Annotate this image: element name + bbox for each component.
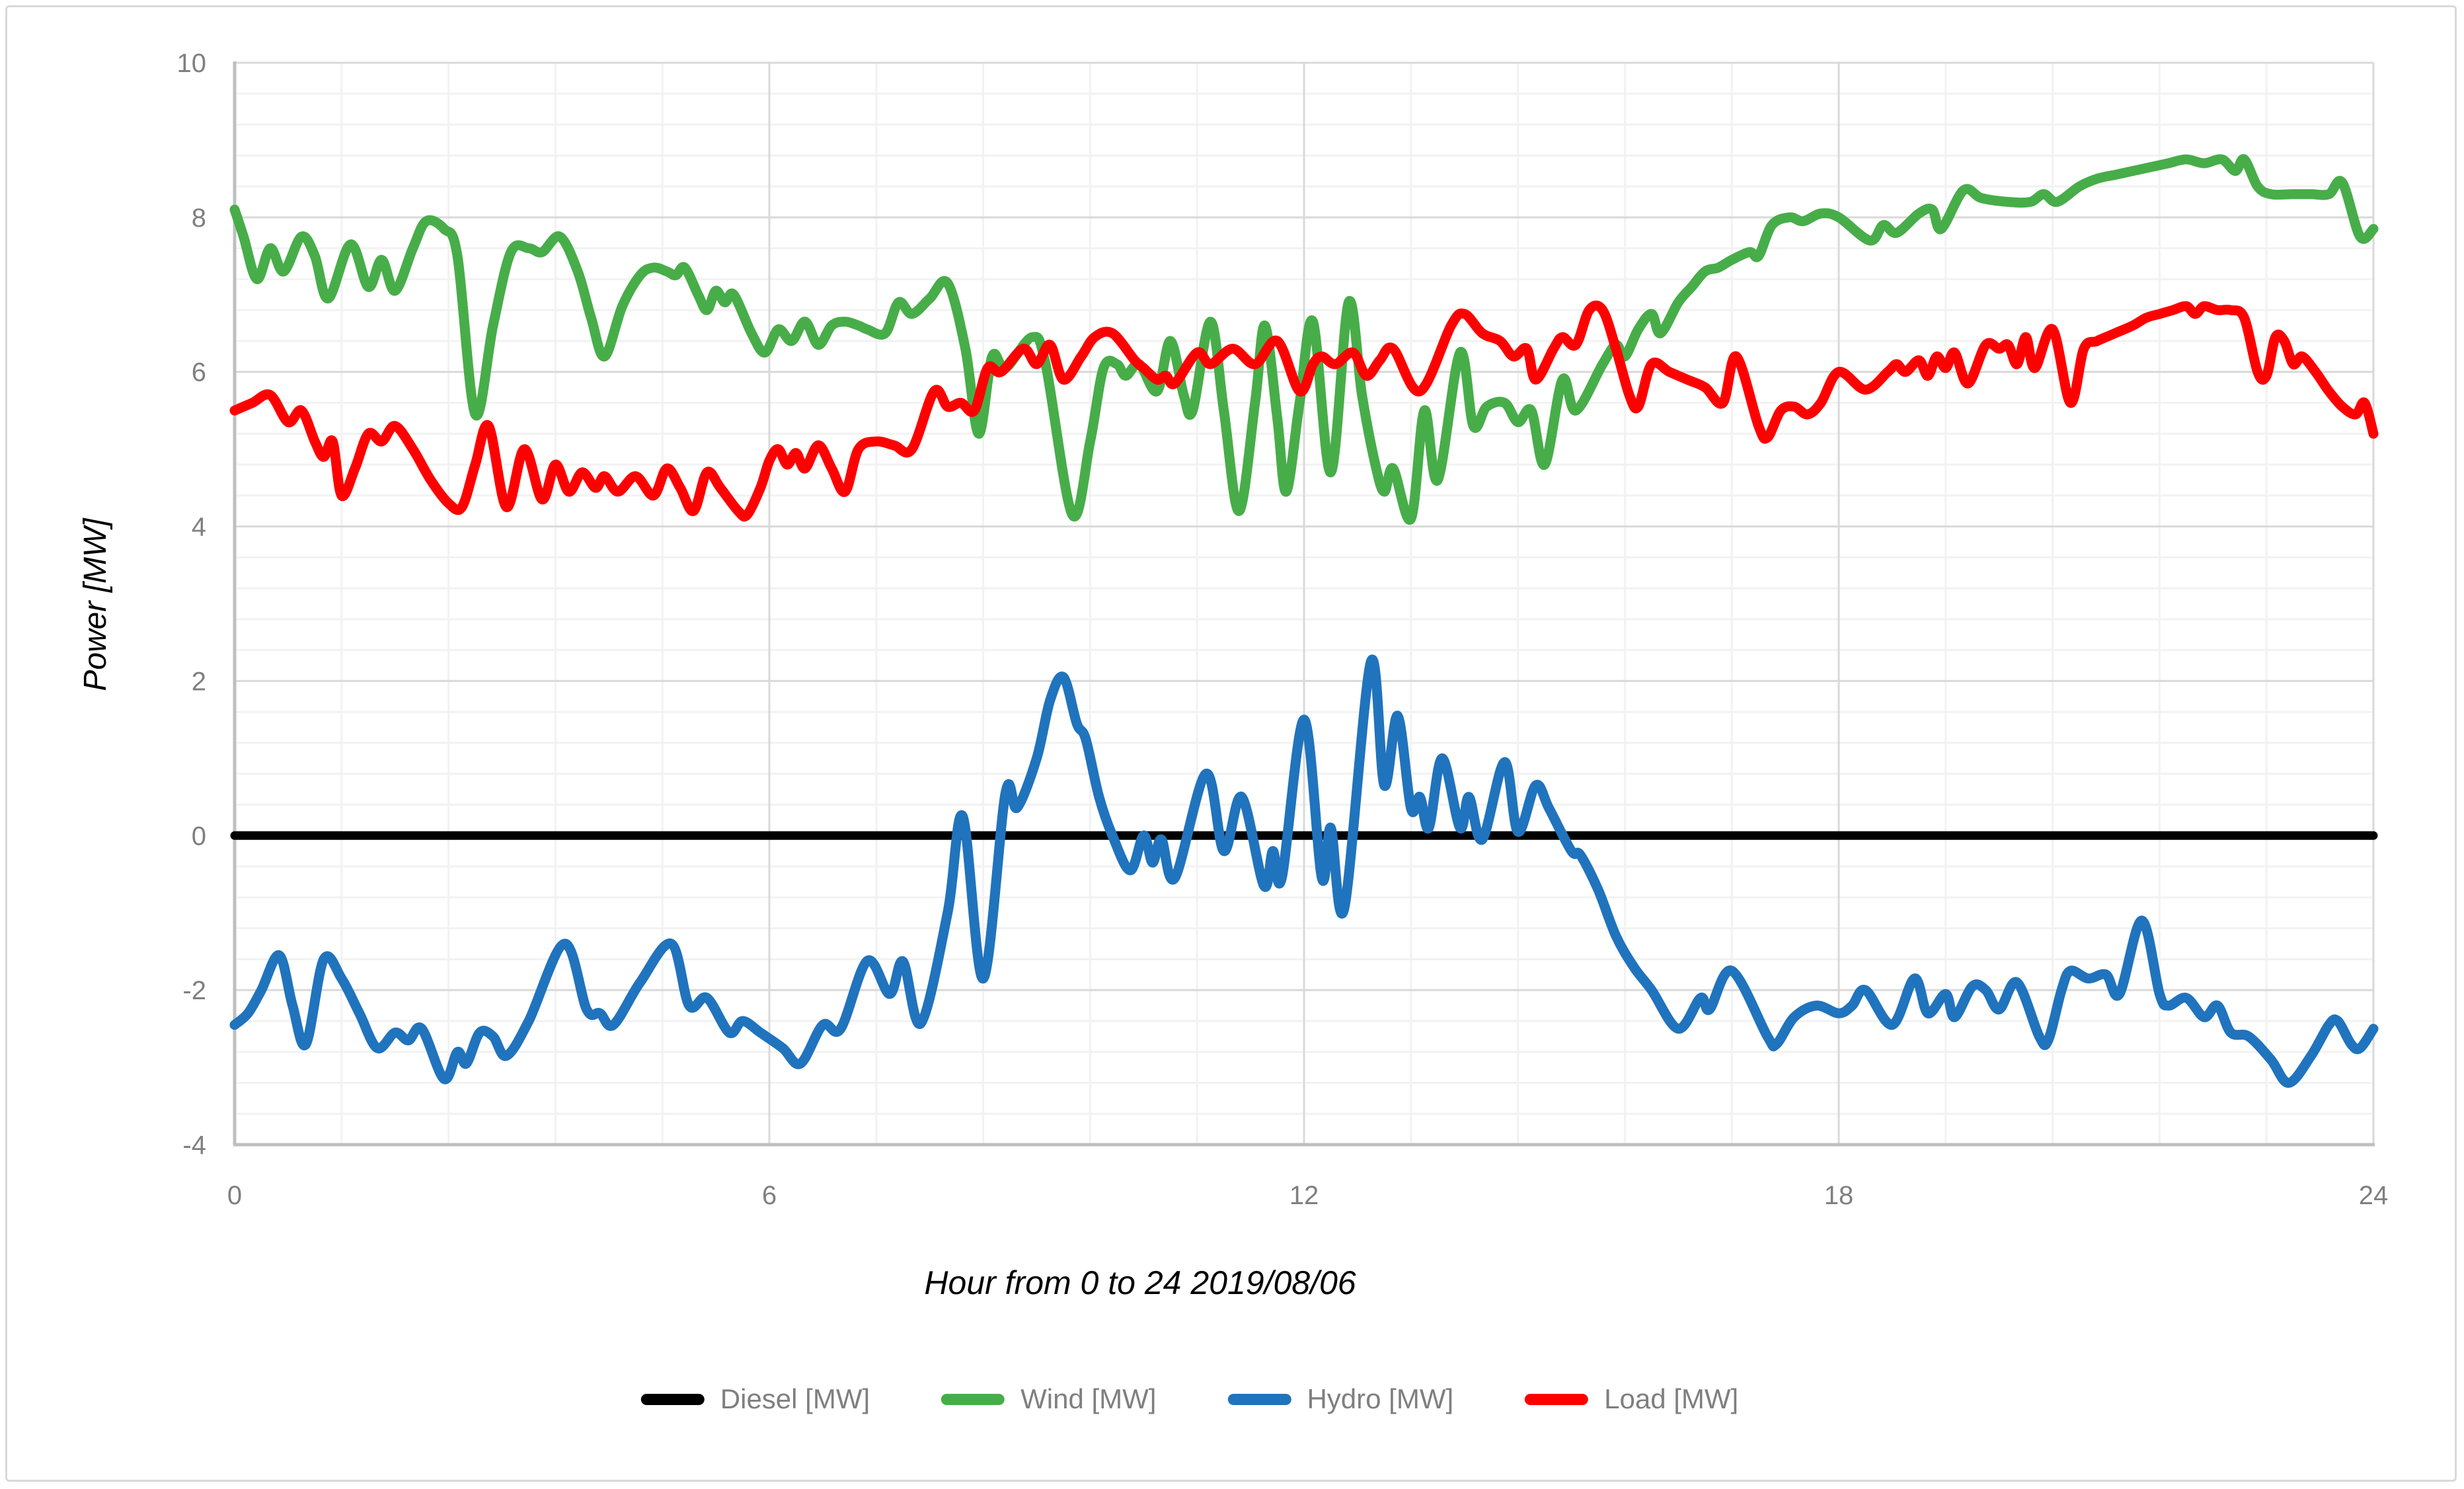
y-tick-label: 0	[192, 821, 206, 851]
series-line-hydro	[229, 654, 2379, 1088]
y-tick-label: -4	[182, 1131, 206, 1160]
x-axis-title: Hour from 0 to 24 2019/08/06	[924, 1264, 1356, 1301]
y-axis-title: Power [MW]	[78, 517, 113, 691]
legend: Diesel [MW] Wind [MW] Hydro [MW] Load [MW]	[640, 1383, 1738, 1414]
legend-swatch-diesel	[640, 1393, 705, 1405]
legend-swatch-load	[1525, 1393, 1589, 1405]
x-tick-label: 12	[1290, 1181, 1319, 1210]
x-tick-label: 0	[227, 1181, 242, 1210]
legend-label: Hydro [MW]	[1307, 1383, 1454, 1414]
legend-swatch-wind	[941, 1393, 1005, 1405]
y-tick-label: 6	[192, 358, 206, 387]
y-tick-label: 4	[192, 513, 206, 542]
x-tick-label: 18	[1824, 1181, 1854, 1210]
series-line-load	[229, 300, 2379, 522]
x-tick-label: 24	[2359, 1181, 2389, 1210]
y-tick-label: 2	[192, 667, 206, 696]
legend-item-wind[interactable]: Wind [MW]	[941, 1385, 1156, 1413]
legend-label: Load [MW]	[1604, 1383, 1739, 1414]
legend-item-load[interactable]: Load [MW]	[1525, 1385, 1738, 1413]
legend-item-hydro[interactable]: Hydro [MW]	[1227, 1385, 1453, 1413]
x-tick-label: 6	[762, 1181, 777, 1210]
legend-swatch-hydro	[1227, 1393, 1291, 1405]
legend-label: Diesel [MW]	[720, 1383, 870, 1414]
series-line-wind	[229, 154, 2379, 525]
legend-label: Wind [MW]	[1020, 1383, 1157, 1414]
legend-item-diesel[interactable]: Diesel [MW]	[640, 1383, 870, 1414]
y-tick-label: 8	[192, 204, 206, 233]
y-tick-label: 10	[177, 49, 207, 78]
y-tick-label: -2	[182, 976, 206, 1005]
